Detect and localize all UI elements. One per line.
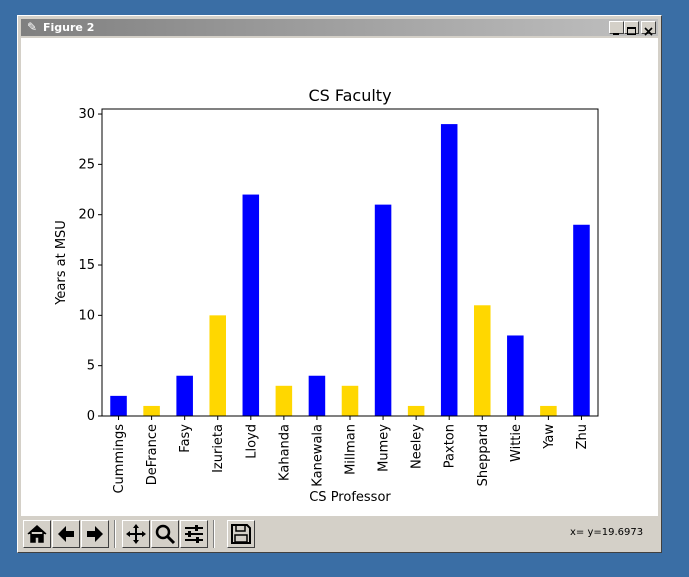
y-tick-label: 15 — [78, 258, 95, 273]
y-tick-label: 0 — [87, 409, 95, 424]
figure-window: ✎ Figure 2 0 5 10 15 20 25 30 Cummings DeFrance F… — [17, 15, 662, 553]
bar-cummings — [110, 395, 127, 416]
x-tick-label: Zhu — [575, 424, 590, 449]
toolbar-separator — [114, 520, 116, 548]
minimize-icon — [613, 33, 619, 35]
bar-wittie — [507, 335, 524, 416]
bar-izurieta — [209, 315, 226, 416]
x-tick-label: Millman — [344, 424, 359, 475]
chart-title: CS Faculty — [308, 86, 391, 105]
window-title: Figure 2 — [43, 21, 95, 34]
x-tick-label: Kahanda — [277, 424, 292, 481]
x-tick-label: Neeley — [410, 424, 425, 469]
x-tick-label: Fasy — [178, 424, 193, 453]
toolbar-separator — [213, 520, 215, 548]
bar-sheppard — [474, 305, 491, 416]
x-tick-label: Paxton — [443, 424, 458, 468]
y-tick-label: 5 — [87, 359, 95, 374]
back-button[interactable] — [52, 520, 80, 548]
zoom-button[interactable] — [151, 520, 179, 548]
figure-canvas[interactable]: 0 5 10 15 20 25 30 Cummings DeFrance Fasy Izurieta… — [21, 38, 658, 516]
x-tick-label: Cummings — [112, 424, 127, 494]
y-tick-label: 10 — [78, 308, 95, 323]
y-tick-label: 20 — [78, 208, 95, 223]
x-tick-label: DeFrance — [145, 424, 160, 485]
y-tick-label: 25 — [78, 157, 95, 172]
forward-button[interactable] — [81, 520, 109, 548]
forward-icon — [87, 526, 103, 542]
maximize-icon — [627, 27, 636, 35]
x-tick-label: Kanewala — [310, 424, 325, 487]
x-tick-label: Yaw — [542, 424, 557, 450]
bar-millman — [341, 385, 359, 416]
x-tick-label: Sheppard — [476, 424, 491, 486]
save-button[interactable] — [227, 520, 255, 548]
home-button[interactable] — [23, 520, 51, 548]
title-bar[interactable]: ✎ Figure 2 — [21, 19, 658, 36]
zoom-icon — [155, 524, 176, 545]
bar-fasy — [176, 375, 193, 416]
pan-button[interactable] — [122, 520, 150, 548]
bar-paxton — [440, 124, 458, 416]
pan-icon — [126, 524, 146, 544]
maximize-button[interactable] — [624, 21, 639, 35]
cursor-coordinates: x= y=19.6973 — [570, 527, 644, 538]
bar-neeley — [407, 405, 425, 416]
x-axis-label: CS Professor — [309, 490, 391, 505]
home-icon — [27, 524, 47, 543]
navigation-toolbar: x= y=19.6973 — [21, 516, 658, 550]
close-button[interactable] — [641, 21, 656, 36]
bar-lloyd — [242, 194, 260, 416]
bar-yaw — [540, 405, 557, 416]
back-icon — [58, 526, 74, 542]
minimize-button[interactable] — [609, 21, 624, 35]
bar-chart: 0 5 10 15 20 25 30 Cummings DeFrance Fasy Izurieta… — [54, 86, 599, 505]
feather-icon: ✎ — [26, 20, 38, 34]
close-icon — [644, 27, 653, 36]
y-axis-label: Years at MSU — [54, 220, 69, 306]
x-tick-label: Lloyd — [244, 424, 259, 459]
bar-kahanda — [275, 385, 293, 416]
configure-icon — [185, 525, 203, 543]
bar-kanewala — [308, 375, 326, 416]
configure-button[interactable] — [180, 520, 208, 548]
save-icon — [231, 524, 251, 544]
bar-defrance — [143, 405, 160, 416]
x-tick-label: Mumey — [377, 424, 392, 472]
x-tick-label: Izurieta — [211, 424, 226, 473]
y-tick-label: 30 — [78, 107, 95, 122]
bar-zhu — [573, 224, 590, 416]
x-tick-label: Wittie — [509, 424, 524, 462]
bar-mumey — [374, 204, 392, 416]
